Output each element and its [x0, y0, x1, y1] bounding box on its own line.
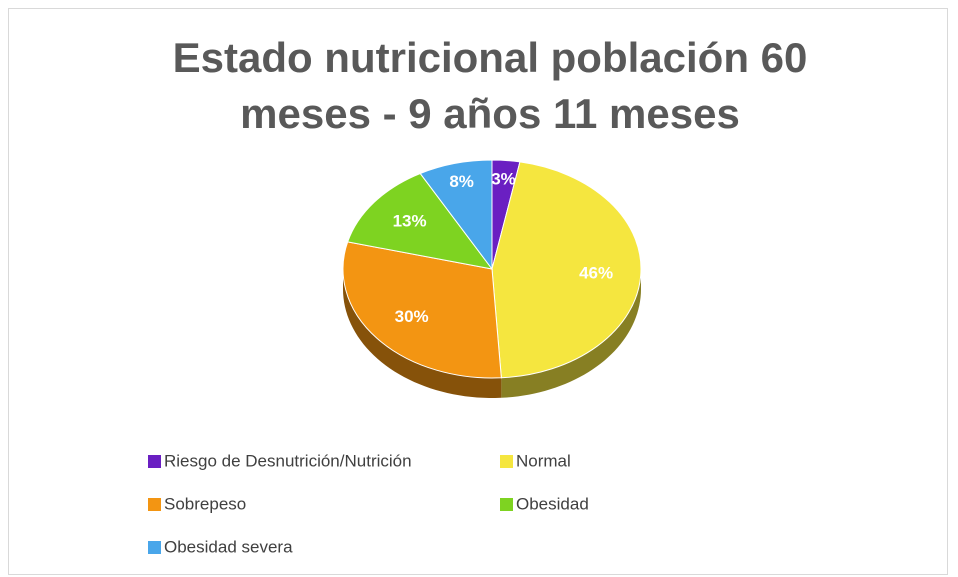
legend-label: Sobrepeso [164, 494, 246, 513]
slice [342, 241, 502, 379]
data-label: 30% [395, 307, 429, 326]
legend-swatch [148, 498, 161, 511]
legend-swatch [148, 455, 161, 468]
legend-swatch [148, 541, 161, 554]
data-label: 46% [579, 263, 613, 282]
slice-side [501, 269, 641, 398]
slice [491, 161, 642, 379]
data-label: 3% [491, 170, 516, 189]
legend-label: Normal [516, 451, 571, 470]
legend-label: Obesidad severa [164, 537, 293, 556]
legend-swatch [500, 455, 513, 468]
legend-label: Obesidad [516, 494, 589, 513]
data-label: 13% [393, 212, 427, 231]
legend-swatch [500, 498, 513, 511]
data-label: 8% [449, 172, 474, 191]
slice [347, 172, 494, 270]
legend-label: Riesgo de Desnutrición/Nutrición [164, 451, 412, 470]
slice [419, 159, 493, 271]
chart-title: Estado nutricional población 60 meses - … [172, 34, 808, 137]
slice-side [343, 269, 502, 398]
